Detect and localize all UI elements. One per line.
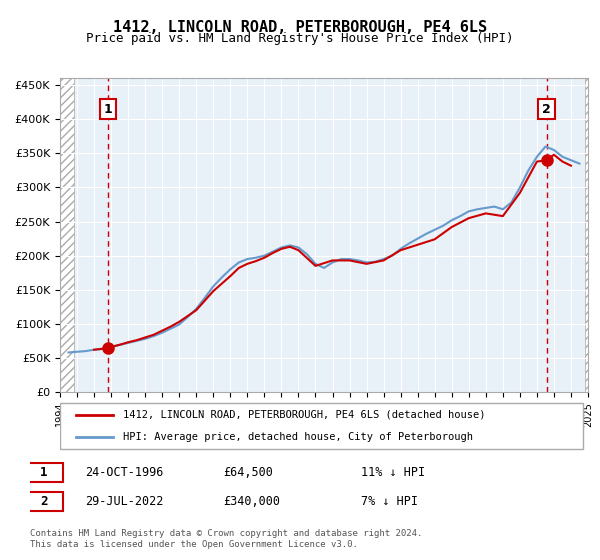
FancyBboxPatch shape: [25, 492, 63, 511]
Text: 1: 1: [103, 102, 112, 115]
Text: 24-OCT-1996: 24-OCT-1996: [85, 466, 164, 479]
Text: 7% ↓ HPI: 7% ↓ HPI: [361, 495, 418, 508]
Text: 1: 1: [40, 466, 47, 479]
Text: £64,500: £64,500: [223, 466, 273, 479]
Bar: [60, 78, 74, 392]
Text: 1412, LINCOLN ROAD, PETERBOROUGH, PE4 6LS: 1412, LINCOLN ROAD, PETERBOROUGH, PE4 6L…: [113, 20, 487, 35]
Text: HPI: Average price, detached house, City of Peterborough: HPI: Average price, detached house, City…: [124, 432, 473, 442]
Text: 2: 2: [40, 495, 47, 508]
Text: 29-JUL-2022: 29-JUL-2022: [85, 495, 164, 508]
Text: Contains HM Land Registry data © Crown copyright and database right 2024.
This d: Contains HM Land Registry data © Crown c…: [30, 529, 422, 549]
Text: Price paid vs. HM Land Registry's House Price Index (HPI): Price paid vs. HM Land Registry's House …: [86, 32, 514, 45]
FancyBboxPatch shape: [60, 403, 583, 449]
Bar: [584, 78, 588, 392]
Text: 1412, LINCOLN ROAD, PETERBOROUGH, PE4 6LS (detached house): 1412, LINCOLN ROAD, PETERBOROUGH, PE4 6L…: [124, 409, 486, 419]
Text: £340,000: £340,000: [223, 495, 280, 508]
Text: 11% ↓ HPI: 11% ↓ HPI: [361, 466, 425, 479]
Text: 2: 2: [542, 102, 551, 115]
FancyBboxPatch shape: [25, 463, 63, 482]
